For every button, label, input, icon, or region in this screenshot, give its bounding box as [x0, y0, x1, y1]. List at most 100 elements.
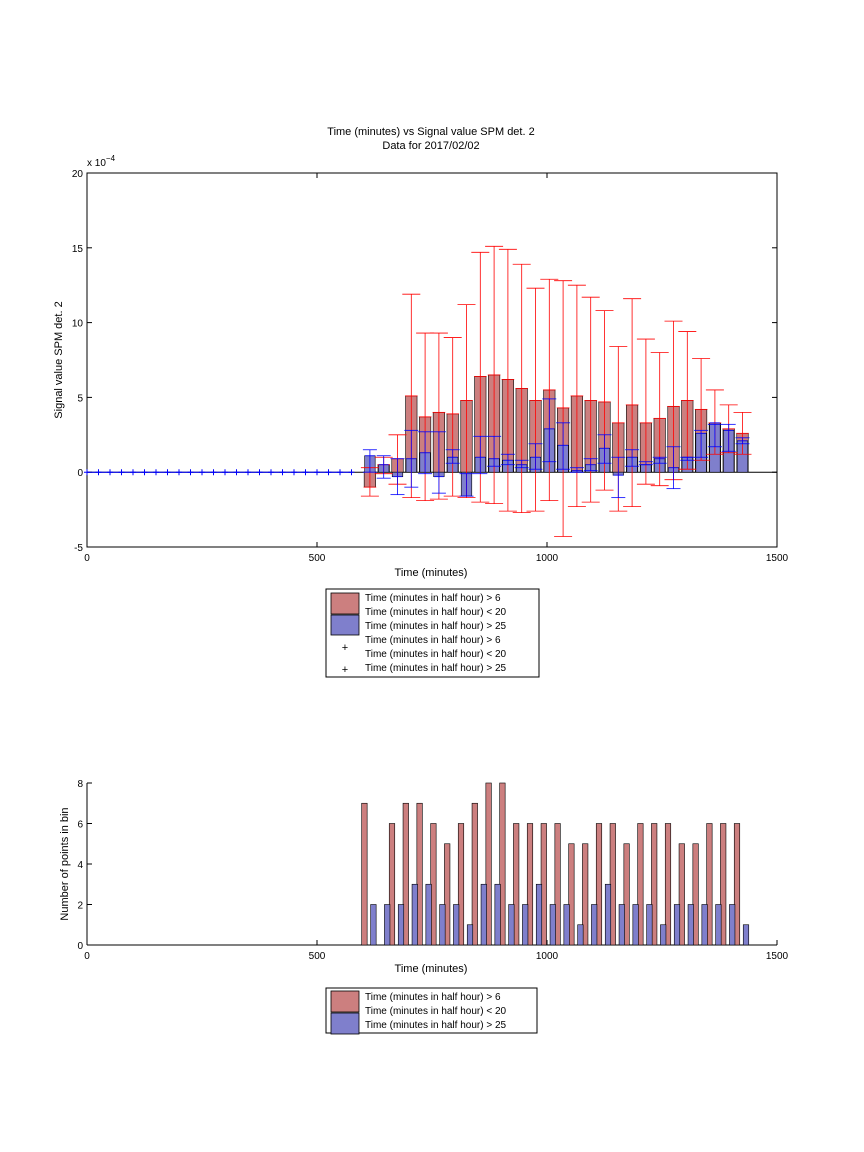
chart-2-ylabel: Number of points in bin: [59, 807, 71, 920]
y-tick-label: -5: [74, 543, 83, 554]
count-bar-blue: [673, 904, 681, 946]
count-bar-red: [554, 823, 561, 946]
legend-1-label-6: Time (minutes in half hour) > 25: [365, 663, 507, 674]
count-bar-blue: [549, 904, 556, 946]
count-bar-red: [637, 823, 644, 946]
count-bar-blue: [494, 883, 501, 946]
count-bar-red: [664, 823, 672, 946]
count-bar-blue: [646, 904, 653, 946]
count-bar-red: [388, 823, 396, 946]
count-bar-blue: [425, 883, 432, 946]
count-bar-red: [595, 823, 603, 946]
chart-1-title: Time (minutes) vs Signal value SPM det. …: [327, 126, 534, 138]
chart-1-ylabel: Signal value SPM det. 2: [53, 301, 65, 418]
y-tick-label: 4: [77, 860, 83, 871]
y-tick-label: 0: [77, 468, 83, 479]
count-bar-red: [651, 823, 658, 946]
y-tick-label: 15: [72, 244, 84, 255]
x-tick-label: 1000: [536, 553, 559, 564]
chart-2: 0 500 1000 1500 0 2 4 6 8 Time (minutes) Number …: [59, 779, 789, 975]
chart-1-exponent-base: x 10: [87, 158, 106, 169]
chart-2-bars: [361, 782, 750, 946]
legend-1-label-1: Time (minutes in half hour) > 6: [365, 593, 501, 604]
count-bar-red: [513, 823, 520, 946]
count-bar-red: [471, 802, 478, 946]
legend-1-label-3: Time (minutes in half hour) > 25: [365, 621, 507, 632]
x-tick-label: 500: [309, 553, 326, 564]
count-bar-blue: [701, 904, 708, 946]
count-bar-blue: [397, 904, 405, 946]
legend-2-blue-swatch: [330, 1012, 360, 1035]
count-bar-blue: [577, 924, 584, 946]
legend-1-red-swatch: [330, 592, 360, 615]
count-bar-red: [623, 843, 630, 946]
legend-2-label-1: Time (minutes in half hour) > 6: [365, 992, 501, 1003]
legend-2-label-3: Time (minutes in half hour) > 25: [365, 1020, 507, 1031]
count-bar-blue: [522, 904, 529, 946]
chart-1: Time (minutes) vs Signal value SPM det. …: [53, 126, 789, 579]
count-bar-red: [582, 843, 589, 946]
count-bar-blue: [632, 904, 639, 946]
chart-2-xlabel: Time (minutes): [395, 963, 468, 975]
count-bar-red: [692, 843, 699, 946]
plot-frame: [86, 172, 778, 548]
x-tick-label: 1500: [766, 951, 789, 962]
legend-1-blue-plus-icon: +: [342, 664, 348, 676]
count-bar-red: [485, 782, 492, 946]
count-bar-blue: [370, 904, 377, 946]
x-tick-label: 0: [84, 951, 90, 962]
count-bar-blue: [384, 904, 391, 946]
chart-1-errorbars: [360, 245, 752, 537]
x-tick-label: 1000: [536, 951, 559, 962]
count-bar-blue: [508, 904, 515, 946]
legend-1-red-plus-icon: +: [342, 642, 348, 654]
legend-1-box: [325, 588, 540, 678]
chart-2-legend: Time (minutes in half hour) > 6 Time (mi…: [325, 987, 538, 1035]
chart-1-bars: [363, 374, 749, 497]
legend-2-box: [325, 987, 538, 1034]
count-bar-red: [402, 802, 409, 946]
y-tick-label: 0: [77, 941, 83, 952]
chart-1-subtitle: Data for 2017/02/02: [382, 140, 479, 152]
y-tick-label: 2: [77, 901, 83, 912]
count-bar-red: [706, 823, 713, 946]
count-bar-red: [720, 823, 727, 946]
count-bar-red: [568, 843, 575, 946]
count-bar-red: [416, 802, 423, 946]
count-bar-blue: [535, 883, 543, 946]
y-tick-label: 6: [77, 820, 83, 831]
chart-1-xlabel: Time (minutes): [395, 567, 468, 579]
x-tick-label: 500: [309, 951, 326, 962]
y-tick-label: 5: [77, 393, 83, 404]
chart-1-legend: Time (minutes in half hour) > 6 Time (mi…: [325, 588, 540, 678]
chart-2-tick-labels: 0 500 1000 1500 0 2 4 6 8: [77, 779, 788, 962]
count-bar-blue: [466, 924, 474, 946]
x-tick-label: 1500: [766, 553, 789, 564]
count-bar-red: [457, 823, 465, 946]
y-tick-label: 10: [72, 319, 84, 330]
count-bar-red: [526, 823, 534, 946]
count-bar-blue: [618, 904, 625, 946]
chart-1-exponent-power: −4: [106, 154, 116, 163]
count-bar-blue: [687, 904, 694, 946]
legend-1-label-5: Time (minutes in half hour) < 20: [365, 649, 507, 660]
count-bar-red: [361, 802, 368, 946]
legend-1-blue-swatch: [330, 614, 360, 636]
count-bar-red: [678, 843, 685, 946]
chart-1-exponent: x 10−4: [87, 154, 116, 169]
count-bar-blue: [411, 883, 418, 946]
x-tick-label: 0: [84, 553, 90, 564]
y-tick-label: 20: [72, 169, 84, 180]
count-bar-blue: [480, 883, 487, 946]
count-bar-blue: [591, 904, 598, 946]
count-bar-blue: [453, 904, 460, 946]
count-bar-blue: [715, 904, 722, 946]
count-bar-blue: [604, 883, 612, 946]
count-bar-blue: [742, 924, 750, 946]
count-bar-blue: [660, 924, 667, 946]
legend-1-label-2: Time (minutes in half hour) < 20: [365, 607, 507, 618]
legend-1-label-4: Time (minutes in half hour) > 6: [365, 635, 501, 646]
count-bar-blue: [563, 904, 570, 946]
